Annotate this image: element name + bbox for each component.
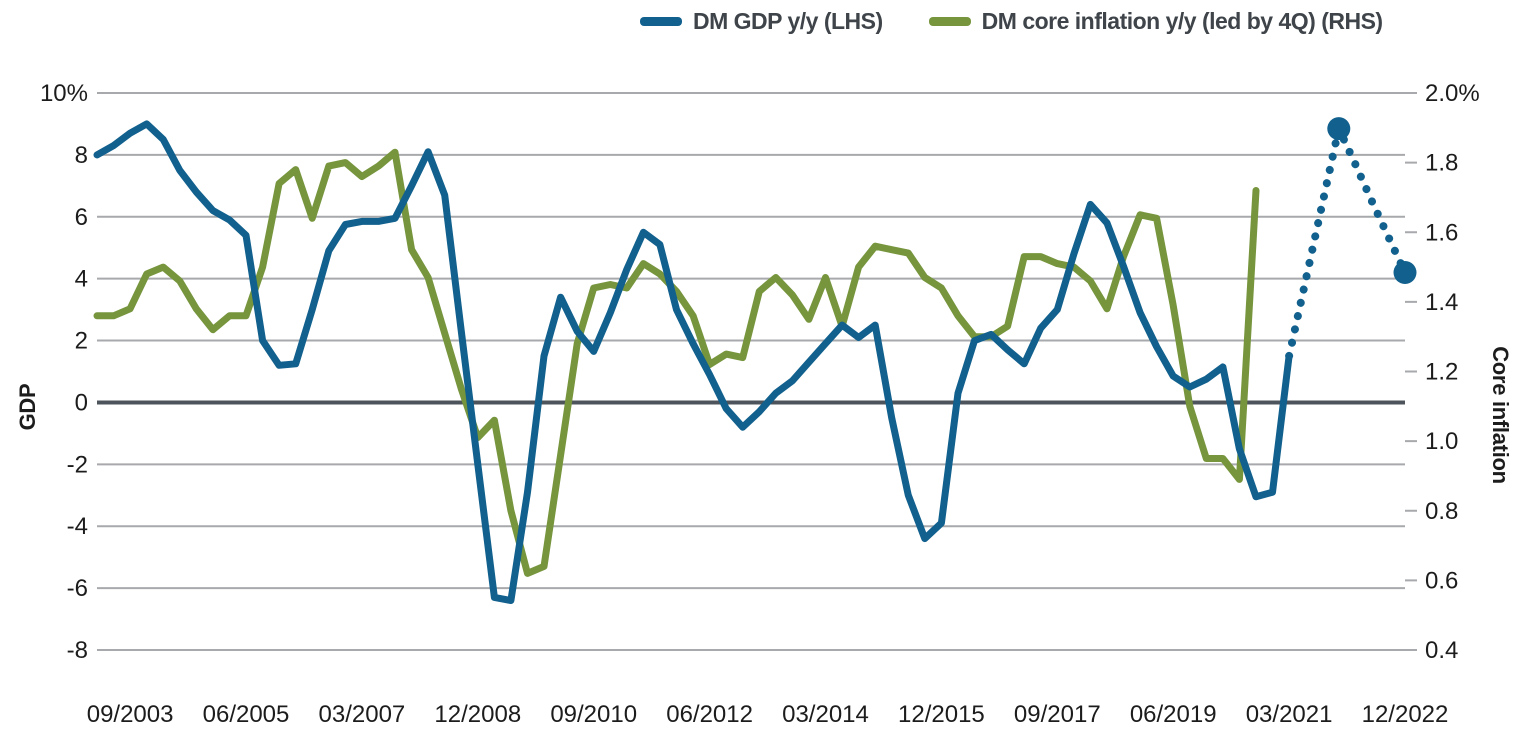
right-axis-tick-label: 1.6 — [1425, 219, 1458, 246]
x-axis-label: 12/2008 — [434, 701, 521, 728]
x-axis-label: 12/2015 — [898, 701, 985, 728]
x-axis-label: 09/2003 — [87, 701, 174, 728]
right-axis-tick-label: 1.8 — [1425, 150, 1458, 177]
legend: DM GDP y/y (LHS) DM core inflation y/y (… — [640, 8, 1383, 35]
inflation-legend-label: DM core inflation y/y (led by 4Q) (RHS) — [981, 8, 1383, 34]
right-axis-tick-label: 1.4 — [1425, 289, 1458, 316]
x-axis-label: 06/2005 — [203, 701, 290, 728]
x-axis-label: 09/2010 — [550, 701, 637, 728]
x-axis-label: 12/2022 — [1362, 701, 1449, 728]
gdp-forecast-marker — [1393, 261, 1417, 284]
x-axis-label: 03/2021 — [1246, 701, 1333, 728]
left-axis-tick-label: 6 — [75, 204, 88, 231]
x-axis-label: 03/2007 — [319, 701, 406, 728]
left-axis-tick-label: 2 — [75, 328, 88, 355]
legend-item-gdp: DM GDP y/y (LHS) — [640, 8, 883, 35]
left-axis-tick-label: 0 — [75, 389, 88, 416]
x-axis-label: 03/2014 — [782, 701, 869, 728]
right-axis-tick-label: 1.2 — [1425, 359, 1458, 386]
gdp-legend-swatch — [640, 17, 682, 26]
right-axis-tick-label: 2.0% — [1425, 80, 1480, 107]
right-axis-tick-label: 1.0 — [1425, 428, 1458, 455]
gdp-forecast-marker — [1327, 117, 1351, 141]
left-axis-tick-label: -6 — [67, 575, 88, 602]
x-axis-label: 06/2019 — [1130, 701, 1217, 728]
x-axis-label: 06/2012 — [666, 701, 753, 728]
left-axis-tick-label: 10% — [40, 80, 88, 107]
inflation-legend-swatch — [928, 17, 971, 26]
right-axis-tick-label: 0.8 — [1425, 498, 1458, 525]
right-axis-tick-label: 0.4 — [1425, 637, 1458, 664]
gdp-legend-label: DM GDP y/y (LHS) — [693, 8, 883, 34]
left-axis-tick-label: -4 — [67, 513, 88, 540]
gdp-line — [93, 120, 1293, 604]
left-axis-tick-label: 8 — [75, 142, 88, 169]
left-axis-tick-label: 4 — [75, 266, 88, 293]
gdp-forecast-dotted-line — [1285, 124, 1409, 360]
inflation-line — [93, 148, 1260, 577]
right-axis-tick-label: 0.6 — [1425, 567, 1458, 594]
left-axis-tick-label: -8 — [67, 637, 88, 664]
left-axis-tick-label: -2 — [67, 451, 88, 478]
legend-item-inflation: DM core inflation y/y (led by 4Q) (RHS) — [928, 8, 1383, 35]
x-axis-label: 09/2017 — [1014, 701, 1101, 728]
